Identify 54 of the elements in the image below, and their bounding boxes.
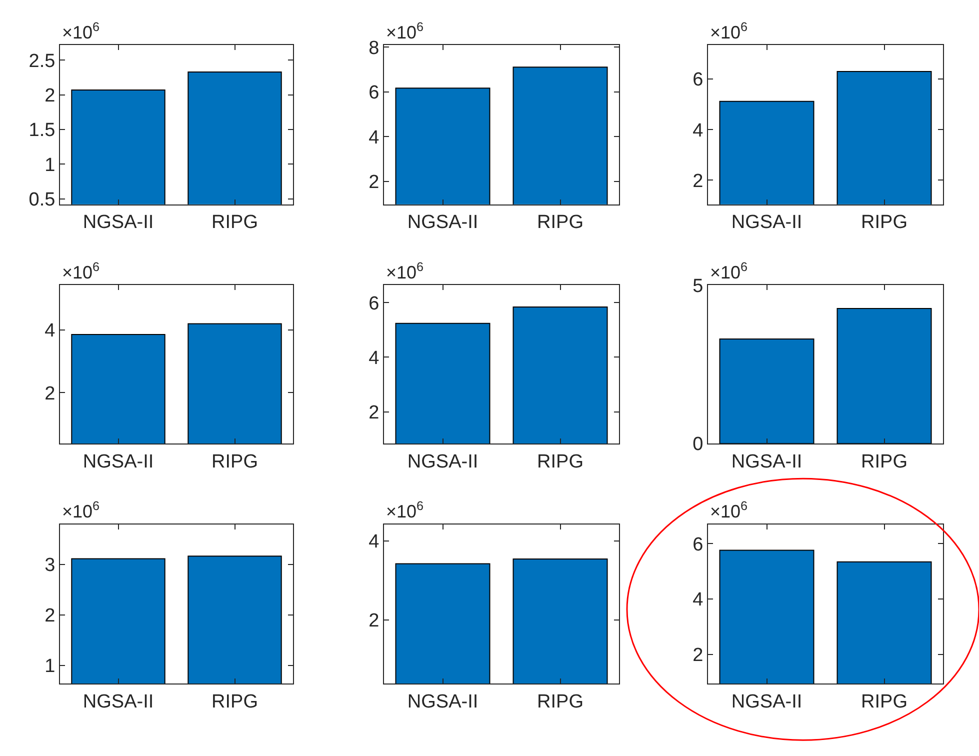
- y-tick-label: 1: [44, 154, 56, 176]
- y-tick-label: 1: [44, 656, 56, 678]
- y-tick-label: 4: [44, 320, 56, 342]
- y-tick-label: 6: [692, 70, 704, 91]
- x-tick-label: NGSA-II: [407, 212, 478, 234]
- text: ×10$^{6}$: [710, 20, 748, 43]
- y-tick-label: 2: [692, 645, 704, 666]
- x-tick-label: RIPG: [537, 692, 584, 713]
- text: ×10$^{6}$: [62, 260, 100, 283]
- x-tick-label: RIPG: [212, 692, 258, 713]
- y-tick-label: 3: [44, 554, 56, 576]
- y-tick-label: 2: [368, 610, 380, 632]
- x-tick-label: NGSA-II: [82, 212, 154, 234]
- text: ×10$^{6}$: [386, 499, 424, 522]
- text: ×10$^{6}$: [62, 20, 100, 43]
- y-tick-label: 4: [692, 120, 704, 142]
- x-tick-label: NGSA-II: [731, 451, 802, 472]
- y-tick-label: 4: [368, 532, 380, 553]
- y-tick-label: 2: [368, 172, 380, 194]
- y-tick-label: 2: [44, 86, 56, 107]
- y-tick-label: 6: [368, 82, 380, 104]
- y-tick-label: 0.5: [28, 190, 56, 211]
- x-tick-label: NGSA-II: [82, 451, 154, 472]
- x-tick-label: RIPG: [861, 212, 908, 234]
- y-tick-label: 6: [692, 534, 704, 556]
- x-tick-label: NGSA-II: [731, 212, 802, 234]
- x-tick-label: RIPG: [537, 212, 584, 234]
- y-tick-label: 2: [368, 402, 380, 424]
- x-tick-label: RIPG: [537, 451, 584, 472]
- text: ×10$^{6}$: [62, 499, 100, 522]
- x-tick-label: NGSA-II: [731, 692, 802, 713]
- y-tick-label: 5: [692, 276, 704, 297]
- y-tick-label: 2.5: [28, 50, 56, 72]
- x-tick-label: RIPG: [212, 212, 258, 234]
- y-tick-label: 2: [692, 170, 704, 192]
- x-tick-label: RIPG: [861, 692, 908, 713]
- text: ×10$^{6}$: [386, 20, 424, 43]
- y-tick-label: 2: [44, 383, 56, 404]
- text: ×10$^{6}$: [386, 260, 424, 283]
- y-tick-label: 4: [692, 590, 704, 611]
- y-tick-label: 1.5: [28, 120, 56, 142]
- x-tick-label: NGSA-II: [407, 451, 478, 472]
- y-tick-label: 8: [368, 38, 380, 59]
- y-tick-label: 4: [368, 127, 380, 148]
- y-tick-label: 6: [368, 293, 380, 314]
- x-tick-label: RIPG: [212, 451, 258, 472]
- y-tick-label: 0: [692, 434, 704, 456]
- x-tick-label: NGSA-II: [407, 692, 478, 713]
- text: ×10$^{6}$: [710, 499, 748, 522]
- y-tick-label: 2: [44, 606, 56, 627]
- x-tick-label: NGSA-II: [82, 692, 154, 713]
- y-tick-label: 4: [368, 348, 380, 369]
- x-tick-label: RIPG: [861, 451, 908, 472]
- text: ×10$^{6}$: [710, 260, 748, 283]
